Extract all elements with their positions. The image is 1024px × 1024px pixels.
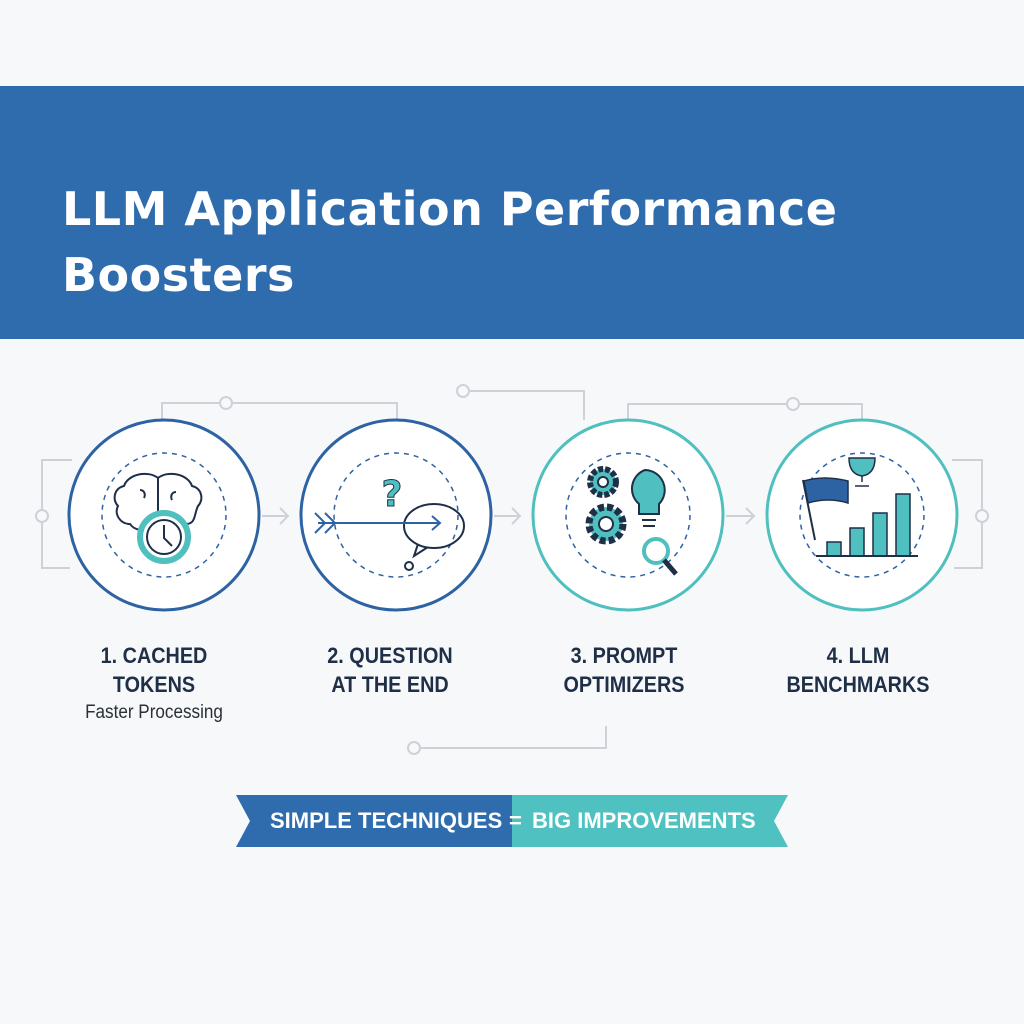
connector-1-2 [161,402,398,420]
question-arrow-speech-bubble-icon: ? [314,474,465,571]
connector-3-4 [627,403,863,420]
step-1-subtitle: Faster Processing [85,702,223,723]
title-line-1: LLM Application Performance [62,182,838,236]
step-4-circle [765,418,959,612]
step-4-title-line-1: 4. LLM [826,643,890,668]
connectors [35,384,989,755]
banner-ribbon [236,795,788,847]
banner-left [236,795,512,847]
gears-lightbulb-magnifier-icon [585,466,678,576]
brain-clock-icon [113,472,203,564]
question-mark-icon: ? [382,474,403,515]
arrow-1-2 [262,507,290,525]
step-2-title-line-1: 2. QUESTION [327,643,453,668]
step-4-title-line-2: BENCHMARKS [786,672,930,697]
step-3-title-line-2: OPTIMIZERS [563,672,685,697]
step-3-title-line-1: 3. PROMPT [570,643,678,668]
banner-right [512,795,788,847]
step-1-title-line-2: TOKENS [112,672,196,697]
connector-node [407,741,421,755]
connector-node [786,397,800,411]
step-1-circle [67,418,261,612]
connector-node [219,396,233,410]
connector-bottom [420,726,607,749]
step-1-label: 1. CACHED TOKENS Faster Processing [55,641,253,727]
step-1-title-line-1: 1. CACHED [100,643,208,668]
page-title: LLM Application Performance Boosters [62,176,962,308]
step-2-title-line-2: AT THE END [331,672,449,697]
connector-node [975,509,989,523]
connector-top [470,390,585,420]
step-4-label: 4. LLM BENCHMARKS [759,641,957,699]
connector-node [456,384,470,398]
connector-node [35,509,49,523]
step-3-label: 3. PROMPT OPTIMIZERS [525,641,723,699]
arrow-3-4 [726,507,756,525]
banner-right-text: BIG IMPROVEMENTS [532,808,756,833]
banner-separator: = [509,808,522,833]
step-2-label: 2. QUESTION AT THE END [291,641,489,699]
header-band [0,86,1024,339]
flag-trophy-bar-chart-icon [802,457,918,557]
arrow-2-3 [494,507,522,525]
step-3-circle [531,418,725,612]
step-2-circle: ? [299,418,493,612]
banner-left-text: SIMPLE TECHNIQUES [270,808,503,833]
title-line-2: Boosters [62,248,295,302]
